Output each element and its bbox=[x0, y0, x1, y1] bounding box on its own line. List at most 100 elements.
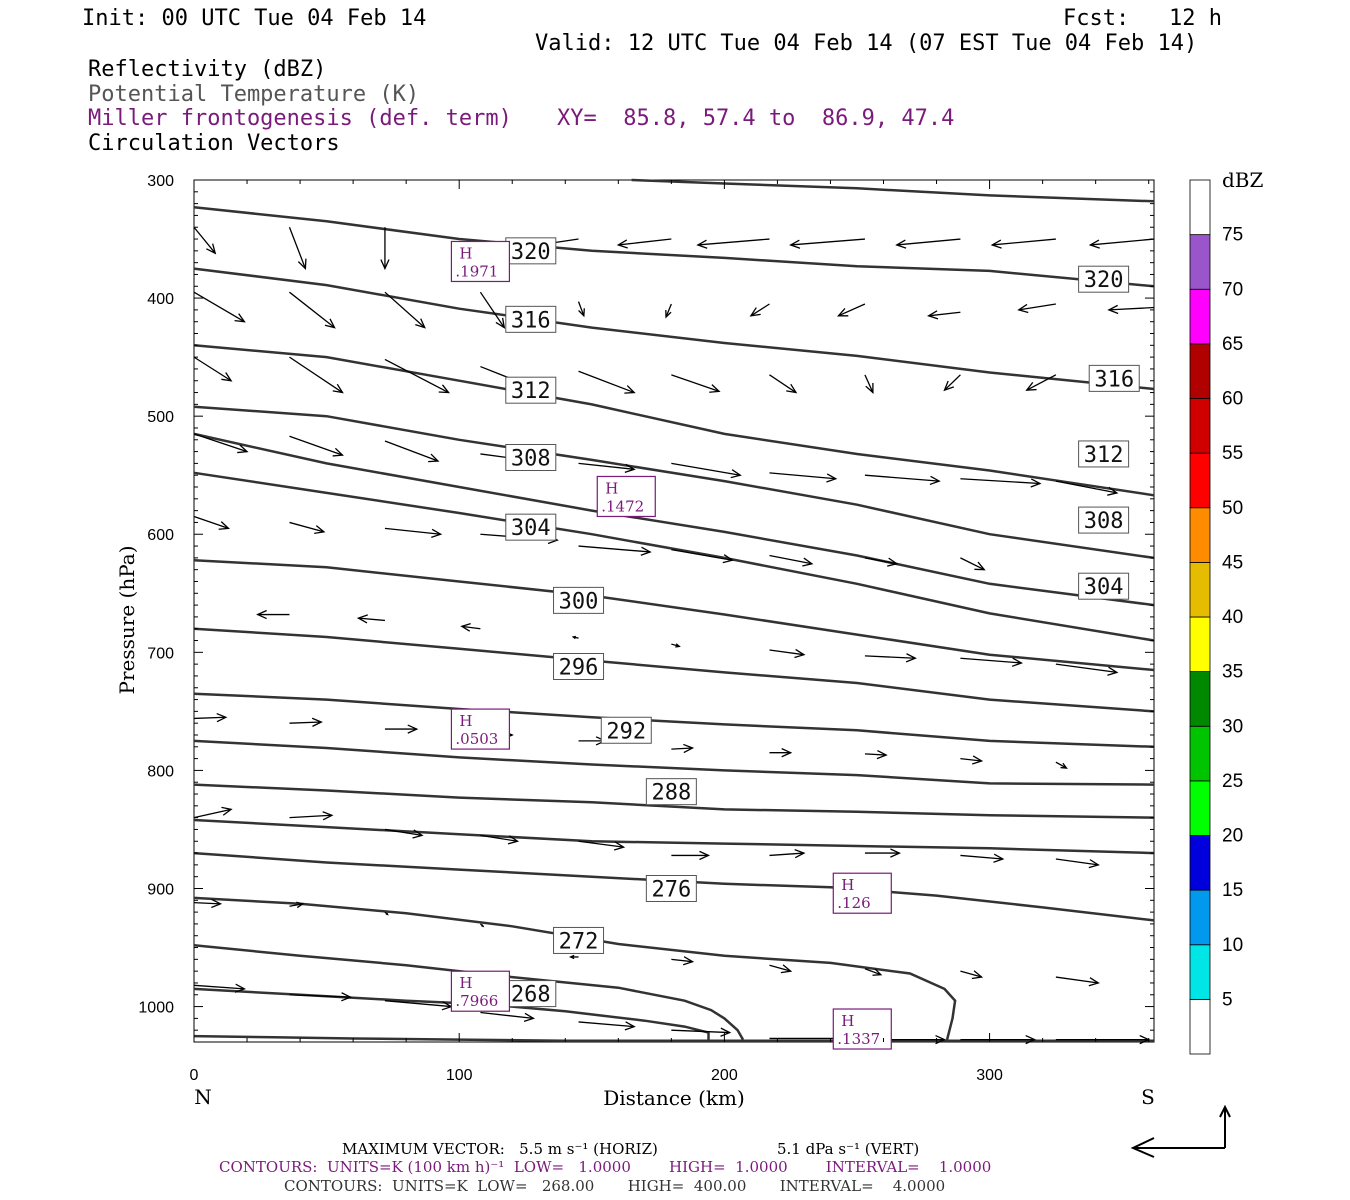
circulation-vector bbox=[460, 623, 481, 632]
contour-label-text: 268 bbox=[511, 983, 551, 1008]
high-box bbox=[596, 475, 656, 518]
vector-head bbox=[749, 307, 761, 317]
field-theta: Potential Temperature (K) bbox=[88, 82, 419, 107]
circulation-vector bbox=[616, 238, 672, 249]
circulation-vector bbox=[384, 440, 440, 463]
circulation-vector bbox=[193, 898, 223, 909]
circulation-vector bbox=[960, 1034, 1037, 1045]
circulation-vector bbox=[193, 291, 246, 323]
vector-head bbox=[613, 841, 626, 851]
theta-contour-line bbox=[193, 432, 1155, 607]
vector-shaft bbox=[960, 757, 982, 762]
vector-head bbox=[1017, 303, 1029, 314]
circulation-vector bbox=[1017, 303, 1056, 314]
theta-contour-line bbox=[193, 783, 1155, 819]
vector-head bbox=[311, 717, 323, 727]
colorbar-label: 40 bbox=[1222, 607, 1243, 628]
vector-shaft bbox=[671, 1029, 730, 1034]
vector-head bbox=[495, 317, 506, 329]
vector-head bbox=[341, 992, 353, 1002]
circulation-vector bbox=[384, 828, 424, 839]
vector-shaft bbox=[896, 238, 961, 246]
vector-shaft bbox=[960, 478, 1041, 485]
frontogenesis-high: H.0503 bbox=[450, 708, 511, 750]
contour-label-text: 316 bbox=[511, 308, 551, 333]
high-value: .1971 bbox=[455, 262, 498, 280]
circulation-vector bbox=[289, 521, 326, 535]
vector-shaft bbox=[384, 440, 439, 462]
vector-shaft bbox=[289, 994, 351, 998]
circulation-vector bbox=[480, 1011, 536, 1023]
vector-shaft bbox=[288, 226, 306, 269]
contour-label: 304 bbox=[1078, 572, 1130, 600]
circulation-vector bbox=[384, 527, 443, 538]
theta-contour-line bbox=[193, 943, 745, 1041]
vector-shaft bbox=[193, 433, 248, 453]
contour-label-box bbox=[600, 716, 652, 744]
vector-shaft bbox=[289, 521, 325, 533]
vector-head bbox=[216, 712, 228, 723]
circulation-vector bbox=[578, 462, 636, 473]
contour-label: 312 bbox=[1078, 440, 1130, 468]
vector-head bbox=[332, 447, 345, 457]
circulation-vector bbox=[960, 478, 1042, 488]
circulation-vector bbox=[289, 435, 345, 457]
contour-label-box bbox=[553, 586, 605, 614]
vector-head bbox=[256, 609, 267, 620]
theta-contour-line bbox=[193, 739, 1155, 786]
theta-contour-line bbox=[193, 558, 1155, 672]
circulation-vector bbox=[665, 303, 672, 319]
circulation-vector bbox=[384, 358, 450, 394]
high-marker: H bbox=[841, 1012, 854, 1030]
colorbar-segment bbox=[1189, 234, 1211, 290]
vector-shaft bbox=[864, 968, 882, 976]
contour-label-text: 308 bbox=[1084, 509, 1124, 534]
vector-shaft bbox=[479, 291, 505, 328]
circulation-vector bbox=[864, 653, 917, 663]
circulation-vector bbox=[1055, 761, 1068, 769]
circulation-vector bbox=[696, 238, 770, 249]
theta-contour-line bbox=[193, 627, 1155, 713]
contour-label-box bbox=[505, 305, 557, 333]
vector-head bbox=[578, 308, 585, 318]
vector-shaft bbox=[193, 226, 216, 254]
circulation-vector bbox=[769, 748, 793, 758]
vector-head bbox=[296, 901, 305, 909]
vector-head bbox=[935, 1034, 947, 1045]
vector-head bbox=[1088, 977, 1100, 987]
circulation-vector bbox=[193, 806, 233, 819]
colorbar-label: 50 bbox=[1222, 498, 1243, 519]
vector-shaft bbox=[671, 958, 693, 963]
circulation-vector bbox=[380, 227, 390, 271]
vector-head bbox=[781, 748, 793, 758]
theta-contour-line bbox=[193, 692, 1155, 749]
vector-head bbox=[523, 1012, 536, 1023]
vector-head bbox=[356, 614, 368, 624]
circulation-vector bbox=[864, 474, 941, 486]
circulation-vector bbox=[864, 749, 888, 760]
vector-head bbox=[802, 557, 814, 567]
contour-label-text: 312 bbox=[1084, 443, 1124, 468]
high-box bbox=[450, 970, 511, 1012]
colorbar-label: 15 bbox=[1222, 880, 1243, 901]
vector-head bbox=[1025, 1034, 1037, 1045]
vector-head bbox=[324, 318, 336, 329]
vector-head bbox=[624, 1021, 636, 1031]
colorbar-segment bbox=[1189, 944, 1211, 1000]
contour-label-text: 320 bbox=[1084, 268, 1124, 293]
circulation-vector bbox=[384, 724, 419, 734]
vector-shaft bbox=[578, 545, 651, 553]
vector-head bbox=[640, 546, 652, 556]
vector-head bbox=[332, 383, 344, 394]
vector-head bbox=[993, 853, 1005, 863]
colorbar-segment bbox=[1189, 998, 1211, 1055]
vector-head bbox=[1060, 762, 1068, 769]
end-label-north: N bbox=[194, 1085, 212, 1109]
vector-shaft bbox=[384, 828, 423, 836]
frontogenesis-high: H.126 bbox=[832, 872, 892, 914]
contour-label-text: 300 bbox=[559, 589, 599, 614]
circulation-vector bbox=[1055, 480, 1119, 496]
vector-shaft bbox=[864, 557, 897, 565]
circulation-vector bbox=[480, 834, 520, 845]
